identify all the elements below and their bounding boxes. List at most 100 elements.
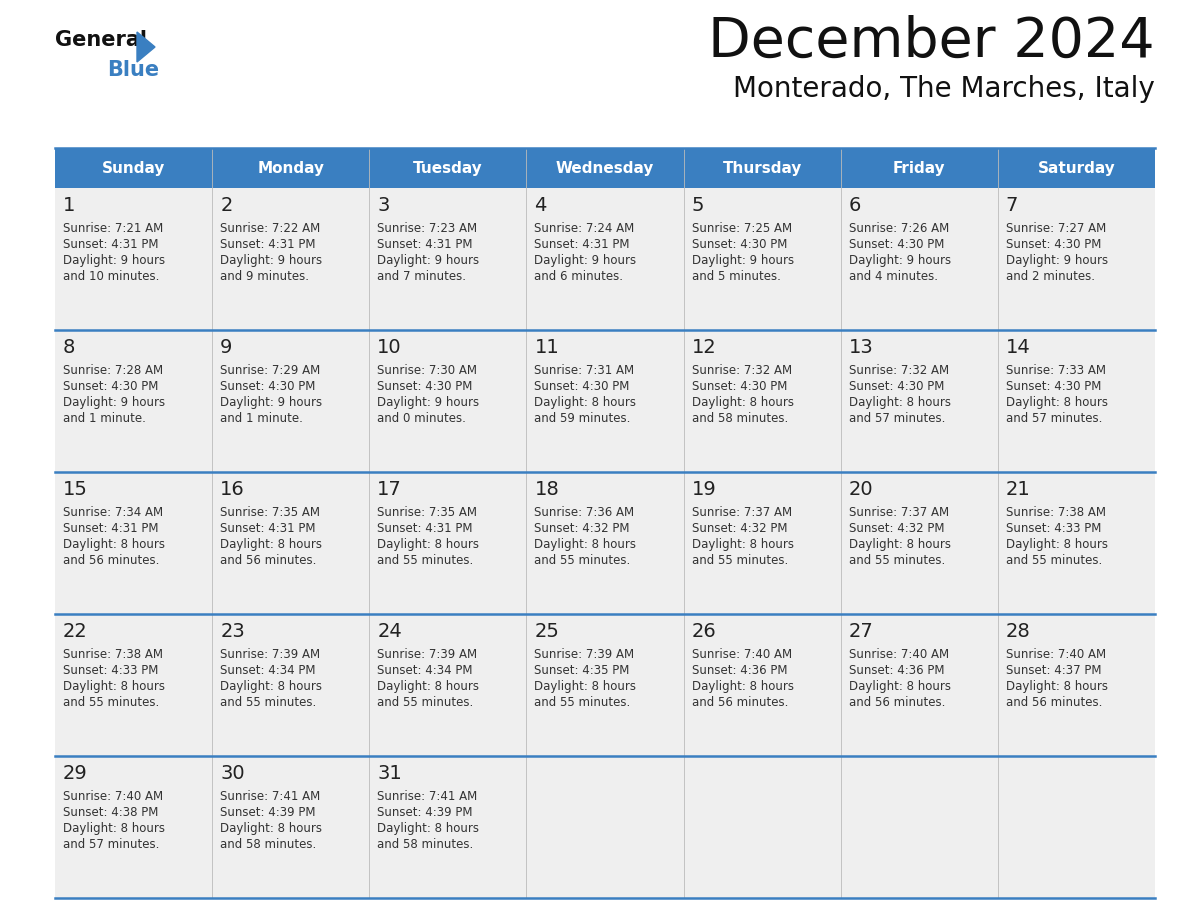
Text: Sunset: 4:37 PM: Sunset: 4:37 PM <box>1006 664 1101 677</box>
Text: Thursday: Thursday <box>722 161 802 175</box>
Text: and 55 minutes.: and 55 minutes. <box>378 554 474 567</box>
Text: Sunrise: 7:40 AM: Sunrise: 7:40 AM <box>691 648 791 661</box>
Text: 8: 8 <box>63 338 75 357</box>
Text: Sunrise: 7:23 AM: Sunrise: 7:23 AM <box>378 222 478 235</box>
Text: 12: 12 <box>691 338 716 357</box>
Text: Daylight: 8 hours: Daylight: 8 hours <box>63 538 165 551</box>
Text: 26: 26 <box>691 622 716 641</box>
Text: Sunrise: 7:25 AM: Sunrise: 7:25 AM <box>691 222 791 235</box>
Text: and 55 minutes.: and 55 minutes. <box>691 554 788 567</box>
Text: Sunday: Sunday <box>102 161 165 175</box>
Text: Sunset: 4:30 PM: Sunset: 4:30 PM <box>691 380 786 393</box>
Text: and 9 minutes.: and 9 minutes. <box>220 270 309 283</box>
Text: Daylight: 8 hours: Daylight: 8 hours <box>535 680 637 693</box>
Text: Daylight: 9 hours: Daylight: 9 hours <box>220 254 322 267</box>
Text: 24: 24 <box>378 622 402 641</box>
Text: Sunrise: 7:32 AM: Sunrise: 7:32 AM <box>691 364 791 377</box>
Text: Sunset: 4:33 PM: Sunset: 4:33 PM <box>63 664 158 677</box>
Text: Sunrise: 7:41 AM: Sunrise: 7:41 AM <box>378 790 478 803</box>
Text: and 56 minutes.: and 56 minutes. <box>63 554 159 567</box>
Text: and 57 minutes.: and 57 minutes. <box>63 838 159 851</box>
Text: Daylight: 8 hours: Daylight: 8 hours <box>378 680 479 693</box>
Text: Sunset: 4:30 PM: Sunset: 4:30 PM <box>1006 380 1101 393</box>
Text: and 5 minutes.: and 5 minutes. <box>691 270 781 283</box>
Text: 9: 9 <box>220 338 233 357</box>
Bar <box>55 472 1155 614</box>
Text: and 56 minutes.: and 56 minutes. <box>1006 696 1102 709</box>
Text: and 57 minutes.: and 57 minutes. <box>848 412 946 425</box>
Text: Sunset: 4:30 PM: Sunset: 4:30 PM <box>848 380 944 393</box>
Text: 23: 23 <box>220 622 245 641</box>
Text: 5: 5 <box>691 196 704 215</box>
Text: Sunset: 4:30 PM: Sunset: 4:30 PM <box>63 380 158 393</box>
Text: Sunrise: 7:40 AM: Sunrise: 7:40 AM <box>848 648 949 661</box>
Text: 7: 7 <box>1006 196 1018 215</box>
Text: and 6 minutes.: and 6 minutes. <box>535 270 624 283</box>
Text: and 10 minutes.: and 10 minutes. <box>63 270 159 283</box>
Text: Sunrise: 7:35 AM: Sunrise: 7:35 AM <box>220 506 320 519</box>
Text: 11: 11 <box>535 338 560 357</box>
Text: 20: 20 <box>848 480 873 499</box>
Text: Sunset: 4:31 PM: Sunset: 4:31 PM <box>63 522 158 535</box>
Text: and 56 minutes.: and 56 minutes. <box>691 696 788 709</box>
Text: 27: 27 <box>848 622 873 641</box>
Text: and 58 minutes.: and 58 minutes. <box>378 838 474 851</box>
Text: Daylight: 9 hours: Daylight: 9 hours <box>691 254 794 267</box>
Text: Sunset: 4:33 PM: Sunset: 4:33 PM <box>1006 522 1101 535</box>
Text: Sunset: 4:32 PM: Sunset: 4:32 PM <box>691 522 788 535</box>
Text: Sunrise: 7:31 AM: Sunrise: 7:31 AM <box>535 364 634 377</box>
Text: Sunrise: 7:29 AM: Sunrise: 7:29 AM <box>220 364 321 377</box>
Text: Sunrise: 7:30 AM: Sunrise: 7:30 AM <box>378 364 478 377</box>
Text: Daylight: 9 hours: Daylight: 9 hours <box>1006 254 1108 267</box>
Text: and 7 minutes.: and 7 minutes. <box>378 270 466 283</box>
Text: Sunrise: 7:21 AM: Sunrise: 7:21 AM <box>63 222 163 235</box>
Text: Sunrise: 7:35 AM: Sunrise: 7:35 AM <box>378 506 478 519</box>
Text: Monterado, The Marches, Italy: Monterado, The Marches, Italy <box>733 75 1155 103</box>
Text: Sunset: 4:30 PM: Sunset: 4:30 PM <box>535 380 630 393</box>
Text: Sunset: 4:31 PM: Sunset: 4:31 PM <box>63 238 158 251</box>
Text: 2: 2 <box>220 196 233 215</box>
Text: Sunrise: 7:39 AM: Sunrise: 7:39 AM <box>535 648 634 661</box>
Text: 30: 30 <box>220 764 245 783</box>
Text: Daylight: 8 hours: Daylight: 8 hours <box>848 396 950 409</box>
Polygon shape <box>137 32 154 62</box>
Text: Daylight: 8 hours: Daylight: 8 hours <box>220 538 322 551</box>
Text: 17: 17 <box>378 480 402 499</box>
Text: Daylight: 9 hours: Daylight: 9 hours <box>848 254 950 267</box>
Text: 28: 28 <box>1006 622 1031 641</box>
Text: Daylight: 8 hours: Daylight: 8 hours <box>220 822 322 835</box>
Text: 18: 18 <box>535 480 560 499</box>
Text: Daylight: 8 hours: Daylight: 8 hours <box>378 538 479 551</box>
Text: 6: 6 <box>848 196 861 215</box>
Text: Daylight: 8 hours: Daylight: 8 hours <box>378 822 479 835</box>
Text: Sunrise: 7:22 AM: Sunrise: 7:22 AM <box>220 222 321 235</box>
Text: and 59 minutes.: and 59 minutes. <box>535 412 631 425</box>
Text: Sunrise: 7:38 AM: Sunrise: 7:38 AM <box>63 648 163 661</box>
Text: Sunset: 4:31 PM: Sunset: 4:31 PM <box>378 238 473 251</box>
Bar <box>55 756 1155 898</box>
Text: Sunrise: 7:40 AM: Sunrise: 7:40 AM <box>1006 648 1106 661</box>
Text: Sunset: 4:39 PM: Sunset: 4:39 PM <box>378 806 473 819</box>
Text: 14: 14 <box>1006 338 1031 357</box>
Text: 22: 22 <box>63 622 88 641</box>
Text: Sunrise: 7:38 AM: Sunrise: 7:38 AM <box>1006 506 1106 519</box>
Text: Sunset: 4:36 PM: Sunset: 4:36 PM <box>848 664 944 677</box>
Text: Sunset: 4:32 PM: Sunset: 4:32 PM <box>535 522 630 535</box>
Text: and 1 minute.: and 1 minute. <box>220 412 303 425</box>
Text: Wednesday: Wednesday <box>556 161 655 175</box>
Text: and 56 minutes.: and 56 minutes. <box>848 696 946 709</box>
Text: Sunset: 4:30 PM: Sunset: 4:30 PM <box>848 238 944 251</box>
Text: and 58 minutes.: and 58 minutes. <box>691 412 788 425</box>
Text: Daylight: 9 hours: Daylight: 9 hours <box>63 254 165 267</box>
Text: and 1 minute.: and 1 minute. <box>63 412 146 425</box>
Text: 15: 15 <box>63 480 88 499</box>
Text: Daylight: 8 hours: Daylight: 8 hours <box>63 822 165 835</box>
Text: Daylight: 8 hours: Daylight: 8 hours <box>691 680 794 693</box>
Text: and 55 minutes.: and 55 minutes. <box>63 696 159 709</box>
Text: Sunrise: 7:28 AM: Sunrise: 7:28 AM <box>63 364 163 377</box>
Text: Daylight: 8 hours: Daylight: 8 hours <box>1006 396 1108 409</box>
Text: and 55 minutes.: and 55 minutes. <box>220 696 316 709</box>
Text: Sunset: 4:31 PM: Sunset: 4:31 PM <box>220 238 316 251</box>
Text: Monday: Monday <box>258 161 324 175</box>
Text: and 56 minutes.: and 56 minutes. <box>220 554 316 567</box>
